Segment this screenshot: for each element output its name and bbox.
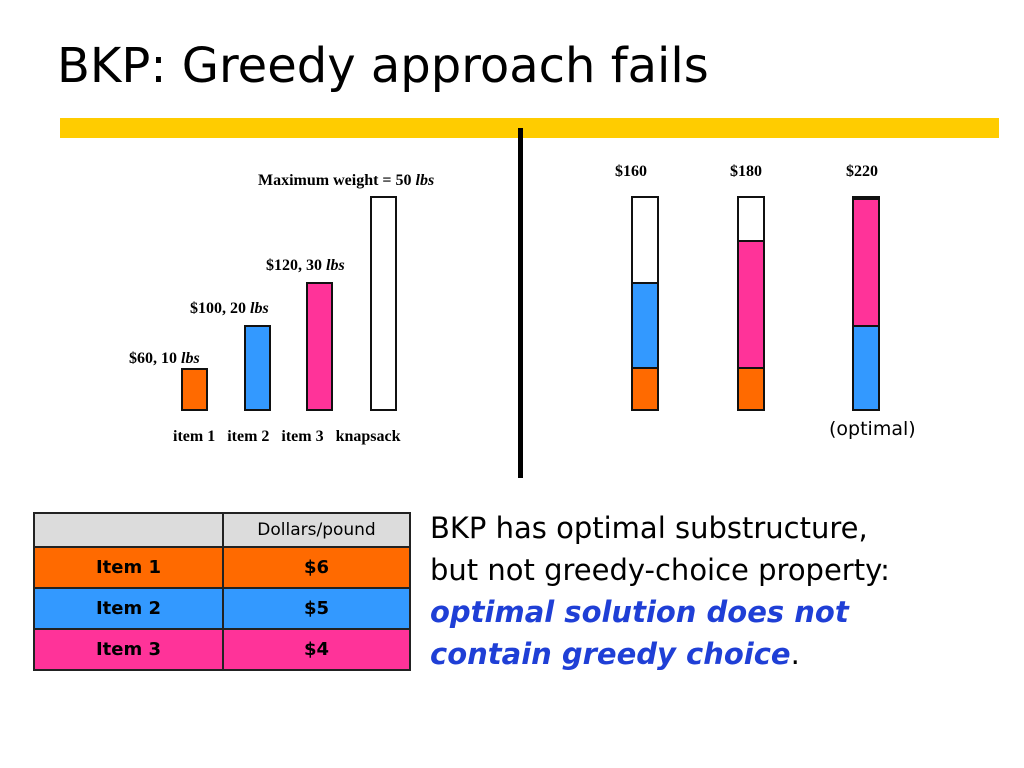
solution2-value: $180 [730, 163, 762, 180]
table-cell-ratio: $6 [222, 546, 411, 589]
item2-segment [854, 324, 878, 409]
explanation-period: . [790, 637, 800, 671]
max-weight-unit: lbs [415, 172, 435, 189]
item3-bar [306, 282, 333, 411]
explanation-line-4: contain greedy choice [430, 637, 791, 671]
solution1-value: $160 [615, 163, 647, 180]
table-cell-item: Item 1 [33, 546, 224, 589]
explanation-line-1: BKP has optimal substructure, [430, 511, 868, 545]
item3-price-weight: $120, 30 lbs [266, 257, 345, 275]
item1-price-text: $60, 10 [129, 350, 181, 367]
item3-price-text: $120, 30 [266, 257, 326, 274]
explanation-line-2: but not greedy-choice property: [430, 553, 890, 587]
table-header-row: Dollars/pound [33, 512, 411, 548]
vertical-divider [518, 128, 523, 478]
solution3-value: $220 [846, 163, 878, 180]
solution2-knapsack [737, 196, 765, 411]
item2-unit: lbs [250, 300, 269, 317]
item1-label: item 1 [173, 428, 216, 445]
table-header-ratio: Dollars/pound [222, 512, 411, 548]
table-cell-ratio: $4 [222, 628, 411, 671]
table-row-item1: Item 1 $6 [33, 546, 411, 589]
title-underline-bar [60, 118, 999, 138]
table-row-item2: Item 2 $5 [33, 587, 411, 630]
explanation-text: BKP has optimal substructure, but not gr… [430, 507, 890, 675]
dollars-per-pound-table: Dollars/pound Item 1 $6 Item 2 $5 Item 3… [33, 512, 411, 671]
item3-label: item 3 [281, 428, 324, 445]
item3-unit: lbs [326, 257, 345, 274]
max-weight-label: Maximum weight = 50 lbs [258, 172, 434, 190]
knapsack-bar [370, 196, 397, 411]
item2-price-weight: $100, 20 lbs [190, 300, 269, 318]
item2-price-text: $100, 20 [190, 300, 250, 317]
item1-price-weight: $60, 10 lbs [129, 350, 200, 368]
item1-segment [633, 366, 657, 409]
slide-title: BKP: Greedy approach fails [57, 38, 709, 94]
item2-segment [633, 282, 657, 367]
explanation-line-3: optimal solution does not [430, 595, 849, 629]
item1-segment [739, 366, 763, 409]
max-weight-text: Maximum weight = 50 [258, 172, 416, 189]
item3-segment [854, 198, 878, 325]
item1-bar [181, 368, 208, 411]
solution3-knapsack [852, 196, 880, 411]
solution1-knapsack [631, 196, 659, 411]
table-cell-item: Item 3 [33, 628, 224, 671]
table-header-empty [33, 512, 224, 548]
item-labels-row: item 1 item 2 item 3 knapsack [173, 428, 409, 446]
table-row-item3: Item 3 $4 [33, 628, 411, 671]
item1-unit: lbs [181, 350, 200, 367]
item2-label: item 2 [227, 428, 270, 445]
knapsack-label: knapsack [335, 428, 401, 445]
table-cell-item: Item 2 [33, 587, 224, 630]
item2-bar [244, 325, 271, 411]
table-cell-ratio: $5 [222, 587, 411, 630]
optimal-label: (optimal) [829, 418, 916, 440]
item3-segment [739, 240, 763, 367]
